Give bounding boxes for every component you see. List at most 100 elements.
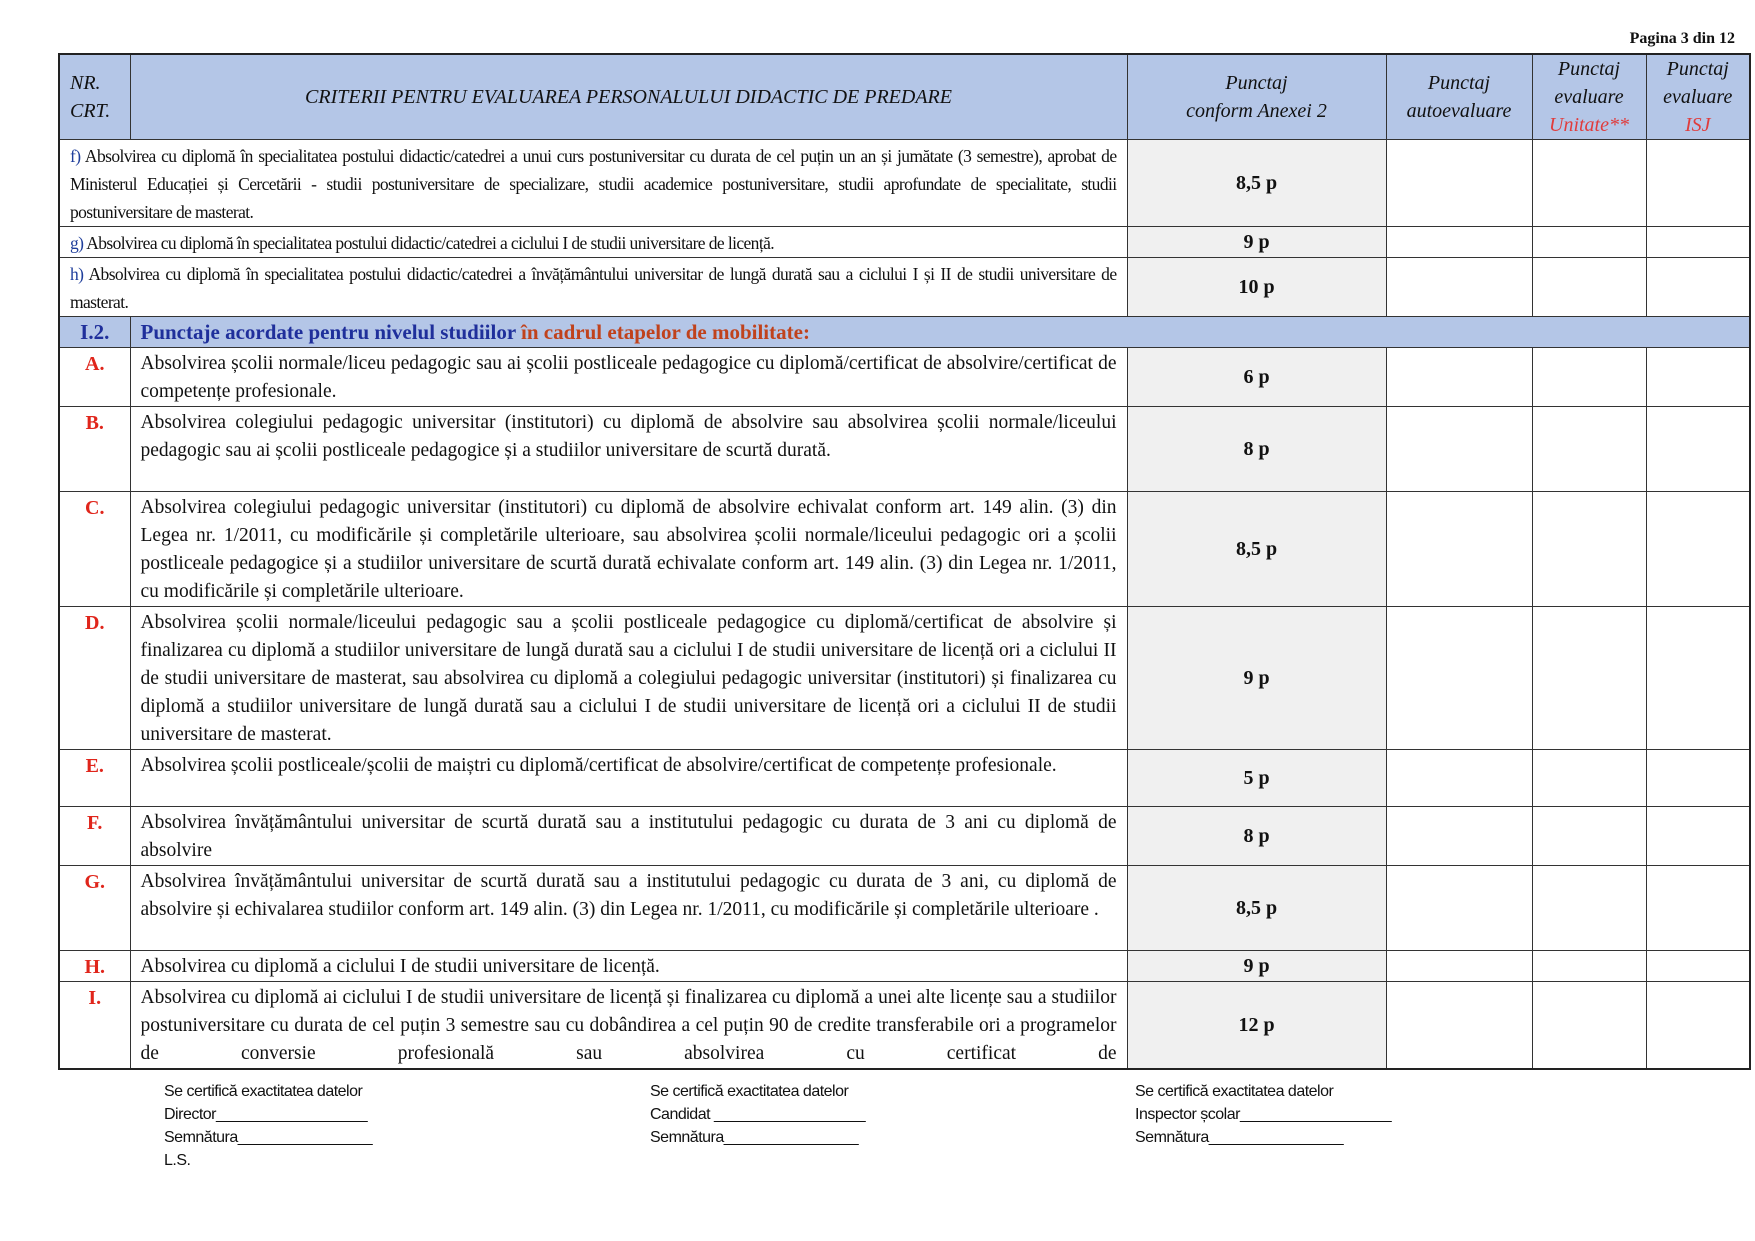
header-punctaj-anexa: Punctaj conform Anexei 2 <box>1126 53 1387 140</box>
unitate-cell[interactable] <box>1531 981 1647 1070</box>
unitate-cell[interactable] <box>1531 865 1647 951</box>
header-punctaj-unitate: Punctaj evaluare Unitate** <box>1531 53 1647 140</box>
section-header-row: I.2. Punctaje acordate pentru nivelul st… <box>58 316 1751 348</box>
autoevaluare-cell[interactable] <box>1385 491 1533 607</box>
autoevaluare-cell[interactable] <box>1385 749 1533 807</box>
criteria-text: Absolvirea învățământului universitar de… <box>129 806 1128 866</box>
row-letter: I. <box>58 981 131 1070</box>
points-value: 8,5 p <box>1126 139 1387 227</box>
autoevaluare-cell[interactable] <box>1385 950 1533 982</box>
unitate-cell[interactable] <box>1531 491 1647 607</box>
isj-cell[interactable] <box>1645 257 1751 317</box>
table-row: F. Absolvirea învățământului universitar … <box>58 806 1751 866</box>
table-row: D. Absolvirea școlii normale/liceului ped… <box>58 606 1751 750</box>
director-signature-line: Director__________________ <box>164 1106 368 1123</box>
points-value: 8,5 p <box>1126 491 1387 607</box>
autoevaluare-cell[interactable] <box>1385 347 1533 407</box>
section-number: I.2. <box>58 316 131 348</box>
isj-cell[interactable] <box>1645 226 1751 258</box>
isj-cell[interactable] <box>1645 865 1751 951</box>
footer-director: Se certifică exactitatea datelor Directo… <box>164 1080 373 1172</box>
isj-cell[interactable] <box>1645 981 1751 1070</box>
criteria-text: h) Absolvirea cu diplomă în specialitate… <box>58 257 1128 317</box>
points-value: 6 p <box>1126 347 1387 407</box>
isj-cell[interactable] <box>1645 406 1751 492</box>
header-nr-crt: NR. CRT. <box>58 53 131 140</box>
unitate-cell[interactable] <box>1531 257 1647 317</box>
criteria-text: Absolvirea cu diplomă a ciclului I de st… <box>129 950 1128 982</box>
unitate-cell[interactable] <box>1531 406 1647 492</box>
inspector-signature-line: Inspector școlar__________________ <box>1135 1106 1392 1123</box>
table-row: I. Absolvirea cu diplomă ai ciclului I de… <box>58 981 1751 1070</box>
table-row: f) Absolvirea cu diplomă în specialitate… <box>58 139 1751 227</box>
certify-text: Se certifică exactitatea datelor <box>650 1083 849 1100</box>
header-punctaj-isj: Punctaj evaluare ISJ <box>1645 53 1751 140</box>
row-letter: B. <box>58 406 131 492</box>
unitate-cell[interactable] <box>1531 749 1647 807</box>
table-row: B. Absolvirea colegiului pedagogic univer… <box>58 406 1751 492</box>
isj-cell[interactable] <box>1645 749 1751 807</box>
row-letter: A. <box>58 347 131 407</box>
points-value: 8,5 p <box>1126 865 1387 951</box>
autoevaluare-cell[interactable] <box>1385 806 1533 866</box>
points-value: 9 p <box>1126 950 1387 982</box>
table-row: H. Absolvirea cu diplomă a ciclului I de … <box>58 950 1751 982</box>
points-value: 8 p <box>1126 406 1387 492</box>
row-letter: E. <box>58 749 131 807</box>
table-row: E. Absolvirea școlii postliceale/școlii d… <box>58 749 1751 807</box>
isj-cell[interactable] <box>1645 347 1751 407</box>
table-header: NR. CRT. CRITERII PENTRU EVALUAREA PERSON… <box>58 53 1751 140</box>
table-row: A. Absolvirea școlii normale/liceu pedago… <box>58 347 1751 407</box>
isj-cell[interactable] <box>1645 139 1751 227</box>
points-value: 10 p <box>1126 257 1387 317</box>
table-row: g) Absolvirea cu diplomă în specialitate… <box>58 226 1751 258</box>
isj-cell[interactable] <box>1645 950 1751 982</box>
page-number: Pagina 3 din 12 <box>1629 30 1735 47</box>
criteria-text: Absolvirea școlii normale/liceului pedag… <box>129 606 1128 750</box>
unitate-cell[interactable] <box>1531 347 1647 407</box>
footer-inspector: Se certifică exactitatea datelor Inspect… <box>1135 1080 1392 1149</box>
signature-line: Semnătura________________ <box>1135 1129 1344 1146</box>
unitate-cell[interactable] <box>1531 950 1647 982</box>
unitate-cell[interactable] <box>1531 139 1647 227</box>
row-letter: H. <box>58 950 131 982</box>
isj-cell[interactable] <box>1645 491 1751 607</box>
section-title: Punctaje acordate pentru nivelul studiil… <box>129 316 1751 348</box>
ls-label: L.S. <box>164 1152 191 1169</box>
certify-text: Se certifică exactitatea datelor <box>164 1083 363 1100</box>
criteria-text: Absolvirea școlii normale/liceu pedagogi… <box>129 347 1128 407</box>
table-row: h) Absolvirea cu diplomă în specialitate… <box>58 257 1751 317</box>
header-punctaj-autoevaluare: Punctaj autoevaluare <box>1385 53 1533 140</box>
row-letter: G. <box>58 865 131 951</box>
autoevaluare-cell[interactable] <box>1385 981 1533 1070</box>
evaluation-table: NR. CRT. CRITERII PENTRU EVALUAREA PERSON… <box>58 53 1751 1070</box>
isj-cell[interactable] <box>1645 606 1751 750</box>
table-row: C. Absolvirea colegiului pedagogic univer… <box>58 491 1751 607</box>
candidate-signature-line: Candidat __________________ <box>650 1106 866 1123</box>
row-letter: C. <box>58 491 131 607</box>
signature-line: Semnătura________________ <box>650 1129 859 1146</box>
isj-cell[interactable] <box>1645 806 1751 866</box>
criteria-text: Absolvirea învățământului universitar de… <box>129 865 1128 951</box>
autoevaluare-cell[interactable] <box>1385 606 1533 750</box>
criteria-text: f) Absolvirea cu diplomă în specialitate… <box>58 139 1128 227</box>
autoevaluare-cell[interactable] <box>1385 406 1533 492</box>
certify-text: Se certifică exactitatea datelor <box>1135 1083 1334 1100</box>
table-row: G. Absolvirea învățământului universitar … <box>58 865 1751 951</box>
autoevaluare-cell[interactable] <box>1385 865 1533 951</box>
autoevaluare-cell[interactable] <box>1385 226 1533 258</box>
points-value: 8 p <box>1126 806 1387 866</box>
points-value: 9 p <box>1126 606 1387 750</box>
autoevaluare-cell[interactable] <box>1385 139 1533 227</box>
criteria-text: Absolvirea colegiului pedagogic universi… <box>129 406 1128 492</box>
points-value: 5 p <box>1126 749 1387 807</box>
points-value: 12 p <box>1126 981 1387 1070</box>
unitate-cell[interactable] <box>1531 226 1647 258</box>
criteria-text: Absolvirea colegiului pedagogic universi… <box>129 491 1128 607</box>
header-criteria: CRITERII PENTRU EVALUAREA PERSONALULUI D… <box>129 53 1128 140</box>
unitate-cell[interactable] <box>1531 606 1647 750</box>
unitate-cell[interactable] <box>1531 806 1647 866</box>
autoevaluare-cell[interactable] <box>1385 257 1533 317</box>
points-value: 9 p <box>1126 226 1387 258</box>
signature-line: Semnătura________________ <box>164 1129 373 1146</box>
